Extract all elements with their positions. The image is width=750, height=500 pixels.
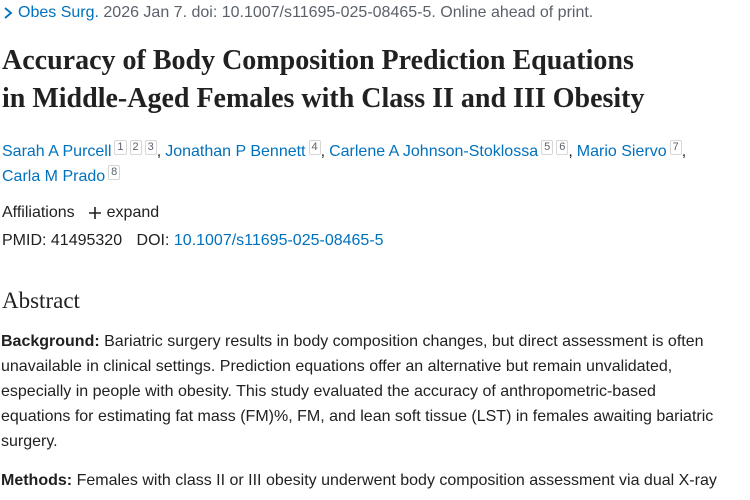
author-link[interactable]: Carlene A Johnson-Stoklossa [329,143,539,160]
affiliations-label: Affiliations [2,204,75,221]
author-link[interactable]: Carla M Prado [2,168,106,185]
section-text: Bariatric surgery results in body compos… [104,333,704,350]
author-line: Carla M Prado 8 [2,164,690,189]
title-line: in Middle-Aged Females with Class II and… [2,83,645,114]
author-link[interactable]: Sarah A Purcell [2,143,112,160]
abstract-line: surgery. [1,429,713,454]
expand-toggle[interactable]: expand [87,204,160,222]
author-line: Sarah A Purcell 1 2 3, Jonathan P Bennett 4, C… [2,139,690,164]
abstract-section: Background: Bariatric surgery results in… [1,329,713,454]
section-text: unavailable in clinical settings. Predic… [1,358,673,375]
section-label: Background: [1,333,100,350]
doi-label: DOI: [136,232,170,249]
affiliation-ref[interactable]: 5 [541,140,554,155]
abstract-line: Background: Bariatric surgery results in… [1,329,713,354]
pmid-label: PMID: [2,232,47,249]
section-label: Methods: [1,472,73,489]
abstract-line: Methods: Females with class II or III ob… [1,468,717,493]
citation-details: 2026 Jan 7. doi: 10.1007/s11695-025-0846… [103,4,594,21]
affiliation-ref[interactable]: 6 [556,140,569,155]
abstract-line: equations for estimating fat mass (FM)%,… [1,404,713,429]
author: Jonathan P Bennett 4, [165,140,329,160]
citation: Obes Surg. 2026 Jan 7. doi: 10.1007/s116… [2,4,593,22]
pmid: 41495320 [50,232,123,249]
abstract-heading: Abstract [2,288,80,313]
abstract-line: unavailable in clinical settings. Predic… [1,354,713,379]
section-text: equations for estimating fat mass (FM)%,… [1,408,714,425]
separator: , [156,143,162,160]
separator: , [568,143,573,160]
expand-label: expand [106,204,160,221]
abstract-line: especially in people with obesity. This … [1,379,713,404]
affiliation-ref[interactable]: 7 [669,140,682,155]
abstract-section: Methods: Females with class II or III ob… [1,468,717,493]
author: Sarah A Purcell 1 2 3, [2,140,165,160]
author: Carlene A Johnson-Stoklossa 5 6, [329,140,577,160]
section-text: Females with class II or III obesity und… [76,472,717,489]
plus-icon [88,207,101,219]
authors: Sarah A Purcell 1 2 3, Jonathan P Bennett 4, C… [2,139,690,189]
article-title: Accuracy of Body Composition Prediction … [2,42,645,118]
title-line: Accuracy of Body Composition Prediction … [2,45,634,76]
author-link[interactable]: Jonathan P Bennett [165,143,306,160]
affiliations: Affiliations expand [2,204,159,222]
separator: , [681,143,687,160]
author-link[interactable]: Mario Siervo [576,143,667,160]
doi-link[interactable]: 10.1007/s11695-025-08465-5 [173,232,384,249]
affiliation-ref[interactable]: 2 [129,140,142,155]
affiliation-ref[interactable]: 8 [108,165,121,180]
affiliation-ref[interactable]: 3 [144,140,157,155]
author: Carla M Prado 8 [2,165,121,185]
identifiers: PMID: 41495320 DOI: 10.1007/s11695-025-0… [2,232,384,250]
section-text: surgery. [1,433,58,450]
section-text: especially in people with obesity. This … [1,383,656,400]
separator: , [320,143,326,160]
chevron-icon [4,7,13,19]
journal-link[interactable]: Obes Surg. [18,4,99,21]
affiliation-ref[interactable]: 1 [114,140,127,155]
author: Mario Siervo 7, [576,140,690,160]
affiliation-ref[interactable]: 4 [308,140,321,155]
